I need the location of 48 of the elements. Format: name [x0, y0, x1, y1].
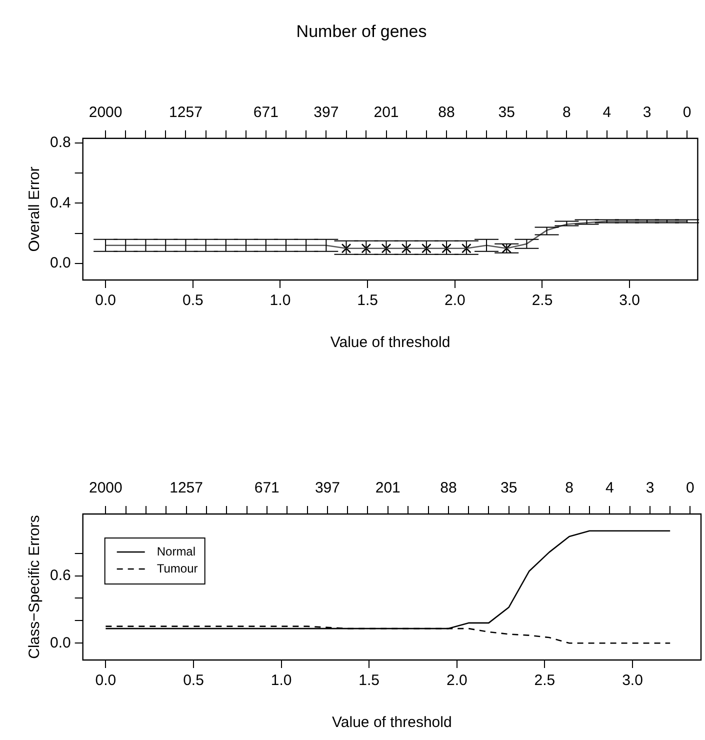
- annotation: 201: [375, 480, 400, 497]
- legend-label: Tumour: [156, 561, 198, 576]
- x-axis-title: Value of threshold: [332, 714, 452, 732]
- x-tick-label: 0.5: [183, 672, 204, 690]
- annotation: 1257: [169, 104, 202, 122]
- annotation: 4: [602, 104, 612, 122]
- annotation: 671: [253, 104, 278, 122]
- legend-label: Normal: [156, 544, 196, 558]
- x-tick-label: 0.0: [95, 672, 116, 690]
- x-tick-label: 1.0: [270, 292, 291, 310]
- annotation: 88: [440, 480, 457, 497]
- annotation: 8: [562, 104, 571, 122]
- x-tick-label: 3.0: [619, 292, 640, 310]
- annotation: 0: [682, 104, 692, 122]
- x-tick-label: 1.5: [357, 292, 378, 310]
- annotation: 4: [606, 480, 614, 497]
- annotation: 2000: [88, 480, 122, 497]
- annotation: 3: [646, 480, 654, 497]
- chart-title: Number of genes: [296, 22, 427, 41]
- x-tick-label: 1.0: [270, 672, 292, 690]
- x-tick-label: 2.0: [444, 292, 466, 310]
- annotation: 397: [314, 104, 339, 122]
- y-tick-label: 0.0: [50, 634, 71, 652]
- y-tick-label: 0.4: [50, 194, 71, 212]
- annotation: 35: [498, 104, 515, 122]
- x-tick-label: 3.0: [622, 672, 643, 690]
- annotation: 88: [438, 104, 455, 122]
- annotation: 671: [254, 480, 280, 497]
- y-axis-title: Overall Error: [26, 166, 44, 252]
- x-tick-label: 1.5: [358, 672, 380, 690]
- x-axis-title: Value of threshold: [330, 334, 450, 352]
- annotation: 35: [500, 480, 518, 497]
- y-tick-label: 0.8: [50, 134, 71, 152]
- y-axis-title: Class−Specific Errors: [26, 515, 44, 659]
- x-tick-label: 0.0: [95, 292, 116, 310]
- annotation: 201: [374, 104, 399, 122]
- y-tick-label: 0.6: [50, 566, 71, 584]
- x-tick-label: 2.5: [534, 672, 556, 690]
- x-tick-label: 2.5: [532, 292, 553, 310]
- annotation: 8: [565, 480, 574, 497]
- y-tick-label: 0.0: [50, 254, 71, 272]
- annotation: 397: [314, 480, 340, 497]
- x-tick-label: 2.0: [446, 672, 468, 690]
- annotation: 1257: [170, 480, 203, 497]
- text: 0: [686, 480, 694, 497]
- annotation: 3: [642, 104, 652, 122]
- annotation: 2000: [88, 104, 122, 122]
- x-tick-label: 0.5: [182, 292, 204, 310]
